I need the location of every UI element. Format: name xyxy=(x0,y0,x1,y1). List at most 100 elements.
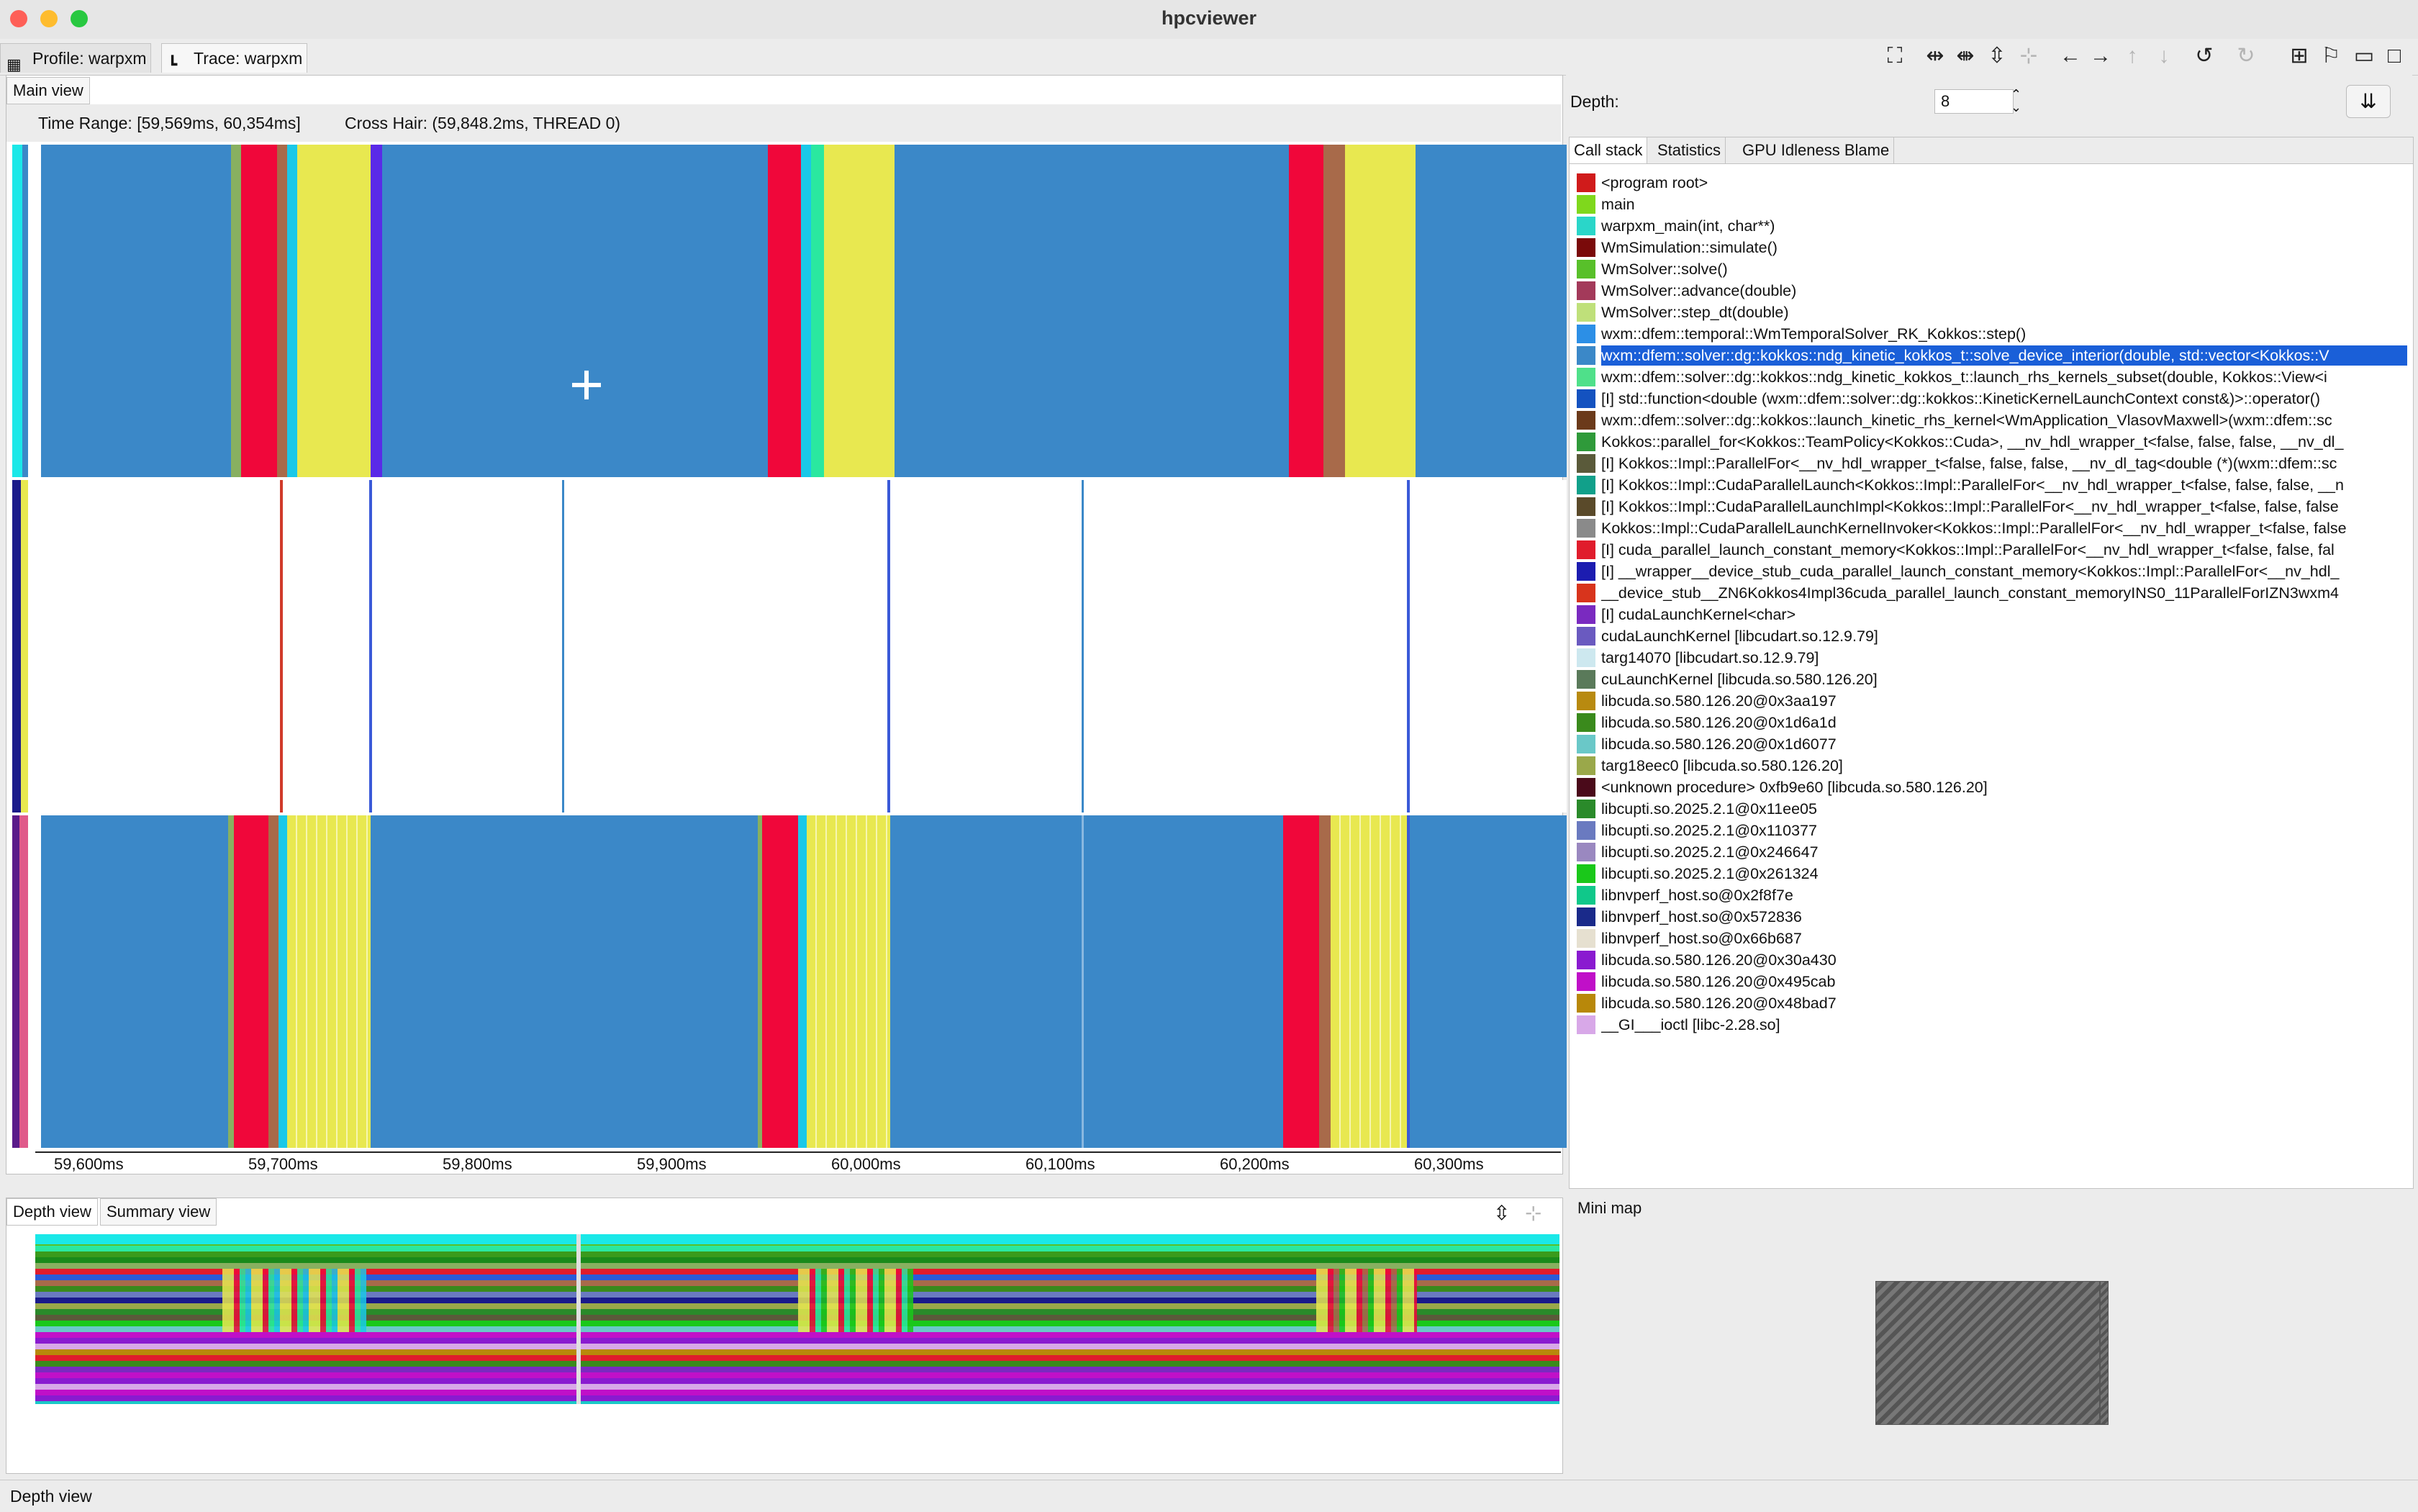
minimize-icon[interactable]: ▭ xyxy=(2353,44,2375,68)
trace-segment xyxy=(369,480,372,812)
call-stack-row[interactable]: [I] Kokkos::Impl::CudaParallelLaunchImpl… xyxy=(1577,496,2412,517)
arrow-right-icon[interactable]: → xyxy=(2090,44,2111,68)
tab-main-view[interactable]: Main view xyxy=(6,77,90,104)
thread-marker xyxy=(19,815,28,1148)
call-stack-row[interactable]: libcuda.so.580.126.20@0x3aa197 xyxy=(1577,690,2412,712)
call-stack-row[interactable]: __device_stub__ZN6Kokkos4Impl36cuda_para… xyxy=(1577,582,2412,604)
call-stack-row[interactable]: Kokkos::Impl::CudaParallelLaunchKernelIn… xyxy=(1577,517,2412,539)
call-stack-row[interactable]: WmSolver::solve() xyxy=(1577,258,2412,280)
trace-segment xyxy=(371,145,382,477)
mini-map-viewport[interactable] xyxy=(1875,1281,2100,1425)
call-stack-row[interactable]: [I] Kokkos::Impl::CudaParallelLaunch<Kok… xyxy=(1577,474,2412,496)
call-stack-row[interactable]: main xyxy=(1577,194,2412,215)
tab-gpu-idleness-blame[interactable]: GPU Idleness Blame xyxy=(1738,137,1895,163)
tab-profile[interactable]: ▦ Profile: warpxm xyxy=(0,43,152,73)
color-swatch xyxy=(1577,648,1595,667)
color-swatch xyxy=(1577,260,1595,279)
call-stack-frame-name: wxm::dfem::temporal::WmTemporalSolver_RK… xyxy=(1601,325,2027,343)
arrow-up-icon[interactable]: ↑ xyxy=(2127,44,2138,68)
call-stack-row[interactable]: libcuda.so.580.126.20@0x48bad7 xyxy=(1577,992,2412,1014)
close-window-button[interactable] xyxy=(10,10,27,27)
call-stack-frame-name: [I] std::function<double (wxm::dfem::sol… xyxy=(1601,390,2321,407)
trace-segment xyxy=(562,480,564,812)
depth-view-panel: Depth view Summary view ⇳ ⊹ xyxy=(6,1198,1563,1474)
tab-depth-view[interactable]: Depth view xyxy=(6,1198,98,1226)
call-stack-row[interactable]: libnvperf_host.so@0x66b687 xyxy=(1577,928,2412,949)
call-stack-row[interactable]: [I] cudaLaunchKernel<char> xyxy=(1577,604,2412,625)
call-stack-row[interactable]: libnvperf_host.so@0x572836 xyxy=(1577,906,2412,928)
call-stack-row[interactable]: __GI___ioctl [libc-2.28.so] xyxy=(1577,1014,2412,1036)
call-stack-frame-name: libcupti.so.2025.2.1@0x246647 xyxy=(1601,843,1819,861)
call-stack-row[interactable]: <program root> xyxy=(1577,172,2412,194)
trace-segment xyxy=(758,815,762,1148)
call-stack-row[interactable]: [I] std::function<double (wxm::dfem::sol… xyxy=(1577,388,2412,409)
zoom-h-in-icon[interactable]: ⇼ xyxy=(1956,44,1975,68)
zoom-v-in-icon[interactable]: ⊹ xyxy=(1525,1202,1542,1224)
call-stack-row[interactable]: libcupti.so.2025.2.1@0x246647 xyxy=(1577,841,2412,863)
call-stack-row[interactable]: Kokkos::parallel_for<Kokkos::TeamPolicy<… xyxy=(1577,431,2412,453)
zoom-window-button[interactable] xyxy=(71,10,88,27)
fullscreen-icon[interactable]: ⛶ xyxy=(1887,44,1903,68)
call-stack-row[interactable]: libcuda.so.580.126.20@0x1d6a1d xyxy=(1577,712,2412,733)
call-stack-row[interactable]: [I] __wrapper__device_stub_cuda_parallel… xyxy=(1577,561,2412,582)
trace-segment xyxy=(231,145,241,477)
zoom-v-fit-icon[interactable]: ⇳ xyxy=(1988,44,2006,68)
call-stack-row[interactable]: libcupti.so.2025.2.1@0x261324 xyxy=(1577,863,2412,884)
call-stack-row[interactable]: [I] Kokkos::Impl::ParallelFor<__nv_hdl_w… xyxy=(1577,453,2412,474)
sort-descending-icon[interactable]: ⇊ xyxy=(2346,85,2391,118)
color-swatch xyxy=(1577,886,1595,905)
depth-empty xyxy=(35,1404,1559,1470)
zoom-h-fit-icon[interactable]: ⇹ xyxy=(1926,44,1944,68)
call-stack-row[interactable]: warpxm_main(int, char**) xyxy=(1577,215,2412,237)
call-stack-row[interactable]: WmSimulation::simulate() xyxy=(1577,237,2412,258)
maximize-icon[interactable]: □ xyxy=(2387,44,2401,68)
call-stack-frame-name: libcuda.so.580.126.20@0x48bad7 xyxy=(1601,995,1837,1012)
arrow-left-icon[interactable]: ← xyxy=(2060,44,2081,68)
call-stack-row[interactable]: targ14070 [libcudart.so.12.9.79] xyxy=(1577,647,2412,669)
trace-row-2[interactable] xyxy=(41,480,1567,812)
call-stack-row[interactable]: wxm::dfem::solver::dg::kokkos::ndg_kinet… xyxy=(1577,366,2412,388)
call-stack-row[interactable]: <unknown procedure> 0xfb9e60 [libcuda.so… xyxy=(1577,777,2412,798)
trace-canvas[interactable] xyxy=(12,145,1567,1152)
call-stack-row[interactable]: WmSolver::advance(double) xyxy=(1577,280,2412,302)
call-stack-row[interactable]: WmSolver::step_dt(double) xyxy=(1577,302,2412,323)
add-bookmark-icon[interactable]: ⊞ xyxy=(2290,44,2309,68)
trace-segment xyxy=(1283,815,1319,1148)
call-stack-row[interactable]: libcuda.so.580.126.20@0x495cab xyxy=(1577,971,2412,992)
call-stack-row[interactable]: wxm::dfem::temporal::WmTemporalSolver_RK… xyxy=(1577,323,2412,345)
color-swatch xyxy=(1577,325,1595,343)
thread-marker xyxy=(21,480,28,812)
zoom-v-fit-icon[interactable]: ⇳ xyxy=(1493,1202,1511,1224)
call-stack-row[interactable]: libnvperf_host.so@0x2f8f7e xyxy=(1577,884,2412,906)
call-stack-row[interactable]: targ18eec0 [libcuda.so.580.126.20] xyxy=(1577,755,2412,777)
tab-statistics[interactable]: Statistics xyxy=(1653,137,1726,163)
call-stack-row[interactable]: wxm::dfem::solver::dg::kokkos::ndg_kinet… xyxy=(1577,345,2412,366)
call-stack-frame-name: Kokkos::Impl::CudaParallelLaunchKernelIn… xyxy=(1601,520,2347,537)
trace-segment xyxy=(287,815,371,1148)
zoom-v-in-icon[interactable]: ⊹ xyxy=(2019,44,2038,68)
minimize-window-button[interactable] xyxy=(40,10,58,27)
call-stack-row[interactable]: libcupti.so.2025.2.1@0x11ee05 xyxy=(1577,798,2412,820)
arrow-down-icon[interactable]: ↓ xyxy=(2158,44,2170,68)
bookmark-icon[interactable]: ⚐ xyxy=(2321,44,2341,68)
depth-input[interactable]: 8 xyxy=(1934,89,2014,114)
call-stack-row[interactable]: libcuda.so.580.126.20@0x30a430 xyxy=(1577,949,2412,971)
cross-hair-label: Cross Hair: (59,848.2ms, THREAD 0) xyxy=(345,114,621,132)
call-stack-row[interactable]: wxm::dfem::solver::dg::kokkos::launch_ki… xyxy=(1577,409,2412,431)
tab-summary-view[interactable]: Summary view xyxy=(100,1198,217,1226)
tab-trace[interactable]: ┗ Trace: warpxm xyxy=(161,43,308,73)
call-stack-row[interactable]: libcuda.so.580.126.20@0x1d6077 xyxy=(1577,733,2412,755)
redo-icon[interactable]: ↻ xyxy=(2237,44,2255,68)
tab-call-stack[interactable]: Call stack xyxy=(1570,137,1648,163)
color-swatch xyxy=(1577,1015,1595,1034)
call-stack-row[interactable]: cuLaunchKernel [libcuda.so.580.126.20] xyxy=(1577,669,2412,690)
call-stack-frame-name: libnvperf_host.so@0x66b687 xyxy=(1601,930,1802,947)
undo-icon[interactable]: ↺ xyxy=(2195,44,2214,68)
call-stack-row[interactable]: [I] cuda_parallel_launch_constant_memory… xyxy=(1577,539,2412,561)
call-stack-row[interactable]: libcupti.so.2025.2.1@0x110377 xyxy=(1577,820,2412,841)
depth-canvas[interactable] xyxy=(35,1234,1559,1470)
color-swatch xyxy=(1577,281,1595,300)
depth-stepper-icon[interactable]: ⌃ ⌄ xyxy=(2011,87,2022,114)
call-stack-row[interactable]: cudaLaunchKernel [libcudart.so.12.9.79] xyxy=(1577,625,2412,647)
axis-tick-label: 60,100ms xyxy=(1025,1155,1095,1173)
